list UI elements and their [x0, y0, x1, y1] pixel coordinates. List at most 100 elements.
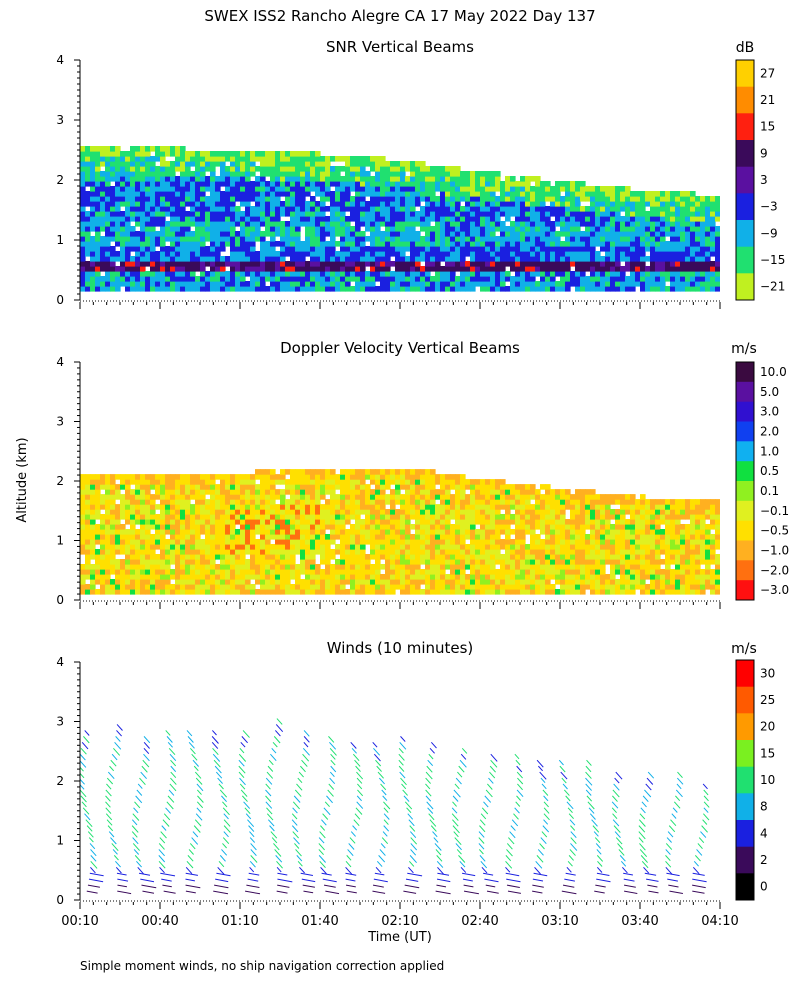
colorbar-label: 4	[760, 826, 768, 840]
colorbar-label: 0.5	[760, 464, 779, 478]
x-axis-label: Time (UT)	[367, 930, 432, 945]
colorbar-swatch	[736, 500, 754, 522]
colorbar-swatch	[736, 193, 754, 221]
colorbar-label: −9	[760, 226, 778, 240]
wind-profile-0320	[585, 759, 611, 894]
colorbar-label: 0	[760, 880, 768, 894]
wind-profile-0030	[131, 736, 157, 894]
panel-2-colorbar: 10.0 5.0 3.0 2.0 1.0 0.5 0.1 −0.1 −0.5 −1.0 −2.0 −3…	[735, 361, 789, 601]
wind-profile-0130	[291, 730, 316, 894]
colorbar-swatch	[736, 580, 754, 601]
wind-profile-0200	[372, 741, 391, 894]
panel-3-axes: 0 1 2 3 4 00:10 00:40 01:10 01:40 02:10 02:40 03:10…	[56, 655, 738, 929]
time-tick-label: 03:40	[621, 914, 658, 929]
colorbar-swatch	[736, 246, 754, 274]
colorbar-label: 25	[760, 693, 775, 707]
wind-profile-0120	[265, 718, 293, 894]
figure-title: SWEX ISS2 Rancho Alegre CA 17 May 2022 D…	[204, 7, 595, 25]
colorbar-swatch	[736, 686, 754, 714]
colorbar-swatch	[736, 362, 754, 383]
colorbar-label: −15	[760, 253, 785, 267]
time-tick-label: 00:10	[61, 914, 98, 929]
colorbar-swatch	[736, 793, 754, 821]
wind-profile-0220	[425, 741, 451, 895]
colorbar-label: −0.5	[760, 524, 789, 538]
colorbar-swatch	[736, 86, 754, 114]
altitude-tick-label: 1	[56, 534, 64, 548]
colorbar-label: −0.1	[760, 504, 789, 518]
wind-profile-0350	[665, 771, 684, 894]
time-tick-label: 00:40	[141, 914, 178, 929]
colorbar-label: 10	[760, 773, 775, 787]
wind-profile-0150	[345, 741, 364, 894]
wind-profile-0330	[611, 771, 638, 894]
panel-1-title: SNR Vertical Beams	[326, 38, 474, 56]
colorbar-swatch	[736, 441, 754, 462]
colorbar-label: 2	[760, 853, 768, 867]
colorbar-label: −1.0	[760, 543, 789, 557]
colorbar-swatch	[736, 846, 754, 874]
altitude-tick-label: 2	[56, 774, 64, 788]
colorbar-swatch	[736, 520, 754, 541]
colorbar-swatch	[736, 713, 754, 741]
panel-2-heatmap	[80, 469, 720, 595]
wind-profile-0210	[398, 736, 423, 894]
altitude-tick-label: 3	[56, 113, 64, 127]
colorbar-swatch	[736, 166, 754, 194]
colorbar-label: 15	[760, 120, 775, 134]
wind-profile-0140	[318, 736, 340, 895]
altitude-tick-label: 1	[56, 834, 64, 848]
time-tick-label: 01:10	[221, 914, 258, 929]
colorbar-swatch	[736, 113, 754, 141]
colorbar-swatch	[736, 820, 754, 848]
colorbar-label: 0.1	[760, 484, 779, 498]
y-axis-label: Altitude (km)	[15, 437, 30, 522]
colorbar-label: 9	[760, 146, 768, 160]
panel-1-unit: dB	[736, 40, 755, 56]
wind-profile-0050	[185, 730, 204, 894]
colorbar-swatch	[736, 140, 754, 168]
wind-profile-0010	[80, 730, 104, 894]
altitude-tick-label: 0	[56, 293, 64, 307]
colorbar-label: 27	[760, 66, 775, 80]
altitude-tick-label: 2	[56, 173, 64, 187]
altitude-tick-label: 1	[56, 233, 64, 247]
colorbar-label: −3.0	[760, 583, 789, 597]
panel-2-title: Doppler Velocity Vertical Beams	[280, 339, 520, 357]
colorbar-label: −2.0	[760, 563, 789, 577]
panel-3-title: Winds (10 minutes)	[327, 639, 474, 657]
colorbar-swatch	[736, 220, 754, 248]
altitude-tick-label: 3	[56, 415, 64, 429]
colorbar-label: 21	[760, 93, 775, 107]
altitude-tick-label: 4	[56, 655, 64, 669]
colorbar-label: 5.0	[760, 385, 779, 399]
colorbar-label: 2.0	[760, 424, 779, 438]
colorbar-swatch	[736, 740, 754, 768]
colorbar-frame	[735, 361, 755, 601]
wind-profile-0240	[478, 753, 499, 894]
wind-profile-0020	[105, 724, 132, 895]
wind-profile-0250	[505, 753, 524, 894]
altitude-tick-label: 2	[56, 474, 64, 488]
colorbar-swatch	[736, 381, 754, 403]
colorbar-label: 8	[760, 800, 768, 814]
panel-1-axes: 0 1 2 3 4	[56, 53, 721, 309]
colorbar-swatch	[736, 273, 754, 301]
time-tick-label: 01:40	[301, 914, 338, 929]
colorbar-label: 1.0	[760, 444, 779, 458]
colorbar-label: 3	[760, 173, 768, 187]
altitude-tick-label: 4	[56, 53, 64, 67]
colorbar-swatch	[736, 461, 754, 482]
colorbar-label: 10.0	[760, 365, 787, 379]
colorbar-swatch	[736, 481, 754, 502]
time-tick-label: 02:10	[381, 914, 418, 929]
wind-profile-0300	[532, 759, 550, 894]
altitude-tick-label: 0	[56, 593, 64, 607]
colorbar-frame	[735, 59, 755, 301]
colorbar-swatch	[736, 60, 754, 88]
altitude-tick-label: 0	[56, 893, 64, 907]
colorbar-label: −21	[760, 280, 785, 294]
colorbar-swatch	[736, 660, 754, 688]
